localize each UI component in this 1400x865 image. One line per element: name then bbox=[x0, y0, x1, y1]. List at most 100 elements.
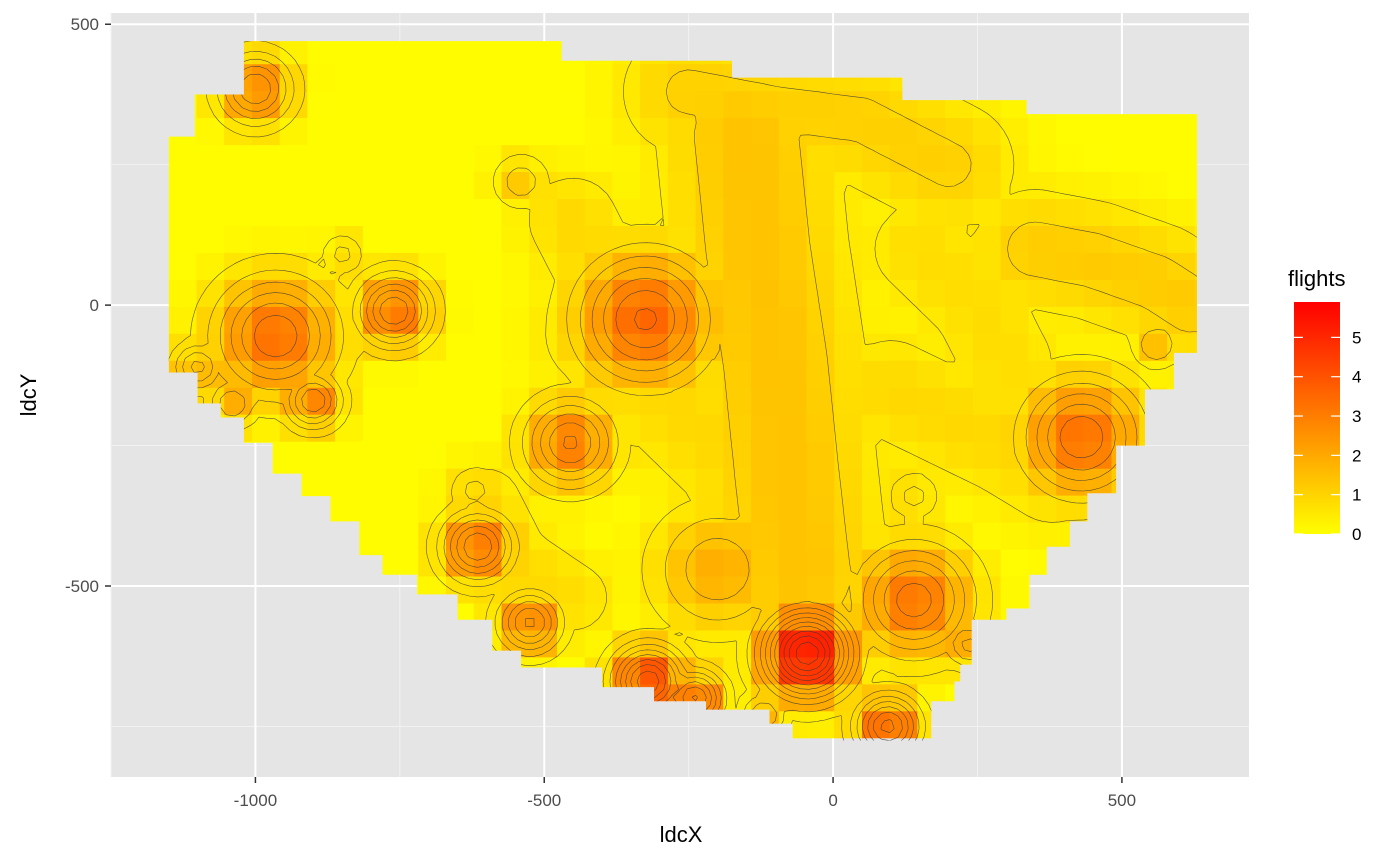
heatmap-cell bbox=[806, 117, 835, 146]
heatmap-cell bbox=[362, 495, 392, 523]
heatmap-cell bbox=[335, 63, 364, 92]
heatmap-cell bbox=[972, 414, 1002, 442]
heatmap-cell bbox=[834, 144, 863, 173]
heatmap-cell bbox=[862, 522, 891, 550]
heatmap-cell bbox=[723, 683, 752, 712]
heatmap-cell bbox=[723, 117, 752, 146]
heatmap-cell bbox=[612, 360, 641, 388]
heatmap-cell bbox=[224, 225, 253, 253]
heatmap-cell bbox=[1111, 171, 1140, 199]
heatmap-cell bbox=[529, 629, 558, 658]
heatmap-cell bbox=[751, 171, 780, 199]
heatmap-cell bbox=[834, 414, 863, 442]
heatmap-cell bbox=[1083, 360, 1113, 388]
heatmap-cell bbox=[279, 171, 308, 199]
heatmap-cell bbox=[695, 387, 724, 415]
y-tick-label: -500 bbox=[65, 577, 99, 596]
heatmap-cell bbox=[362, 117, 392, 146]
heatmap-cell bbox=[1167, 279, 1196, 307]
heatmap-cell bbox=[1111, 306, 1140, 334]
heatmap-cell bbox=[501, 333, 530, 361]
heatmap-cell bbox=[557, 495, 586, 523]
heatmap-cell bbox=[362, 225, 392, 253]
heatmap-cell bbox=[640, 225, 669, 253]
heatmap-cell bbox=[252, 414, 281, 442]
heatmap-cell bbox=[862, 360, 891, 388]
heatmap-cell bbox=[473, 144, 503, 173]
heatmap-cell bbox=[390, 495, 419, 523]
heatmap-cell bbox=[557, 198, 586, 226]
heatmap-cell bbox=[695, 63, 724, 92]
heatmap-cell bbox=[972, 198, 1002, 226]
heatmap-cell bbox=[640, 522, 669, 550]
heatmap-cell bbox=[584, 575, 613, 604]
heatmap-cell bbox=[473, 90, 503, 119]
heatmap-cell bbox=[862, 171, 891, 199]
heatmap-cell bbox=[473, 306, 503, 334]
heatmap-cell bbox=[640, 279, 669, 307]
heatmap-cell bbox=[335, 387, 364, 415]
heatmap-cell bbox=[834, 522, 863, 550]
heatmap-cell bbox=[723, 522, 752, 550]
heatmap-cell bbox=[1194, 279, 1197, 307]
heatmap-cell bbox=[612, 306, 641, 334]
heatmap-cell bbox=[446, 225, 475, 253]
heatmap-cell bbox=[640, 198, 669, 226]
x-tick-label: -500 bbox=[527, 791, 561, 810]
heatmap-cell bbox=[945, 495, 974, 523]
heatmap-cell bbox=[889, 117, 918, 146]
heatmap-cell bbox=[362, 171, 392, 199]
heatmap-cell bbox=[889, 387, 918, 415]
heatmap-cell bbox=[723, 360, 752, 388]
heatmap-cell bbox=[695, 522, 724, 550]
heatmap-cell bbox=[335, 360, 364, 388]
heatmap-cell bbox=[1167, 225, 1196, 253]
heatmap-cell bbox=[667, 656, 697, 685]
heatmap-cell bbox=[168, 171, 198, 199]
heatmap-cell bbox=[1194, 144, 1197, 173]
heatmap-cell bbox=[862, 468, 891, 496]
heatmap-cell bbox=[501, 575, 530, 604]
heatmap-cell bbox=[1028, 171, 1057, 199]
heatmap-cell bbox=[584, 198, 613, 226]
heatmap-cell bbox=[418, 522, 447, 550]
heatmap-cell bbox=[390, 468, 419, 496]
heatmap-cell bbox=[834, 225, 863, 253]
heatmap-cell bbox=[695, 414, 724, 442]
heatmap-cell bbox=[584, 63, 613, 92]
heatmap-cell bbox=[612, 522, 641, 550]
heatmap-cell bbox=[584, 629, 613, 658]
heatmap-cell bbox=[612, 468, 641, 496]
heatmap-cell bbox=[1194, 117, 1197, 146]
heatmap-cell bbox=[751, 441, 780, 469]
heatmap-cell bbox=[889, 522, 918, 550]
heatmap-cell bbox=[224, 198, 253, 226]
heatmap-cell bbox=[612, 602, 641, 631]
heatmap-cell bbox=[473, 575, 503, 604]
heatmap-cell bbox=[1028, 333, 1057, 361]
heatmap-cell bbox=[196, 144, 225, 173]
heatmap-cell bbox=[889, 575, 918, 604]
heatmap-cell bbox=[695, 225, 724, 253]
heatmap-cell bbox=[307, 63, 336, 92]
heatmap-cell bbox=[640, 548, 669, 577]
heatmap-cell bbox=[335, 171, 364, 199]
heatmap-cell bbox=[667, 441, 697, 469]
heatmap-cell bbox=[473, 63, 503, 92]
heatmap-cell bbox=[473, 414, 503, 442]
heatmap-cell bbox=[667, 522, 697, 550]
heatmap-cell bbox=[778, 144, 808, 173]
heatmap-cell bbox=[862, 198, 891, 226]
heatmap-cell bbox=[168, 306, 198, 334]
heatmap-cell bbox=[862, 252, 891, 280]
heatmap-cell bbox=[695, 575, 724, 604]
heatmap-cell bbox=[667, 225, 697, 253]
heatmap-cell bbox=[446, 360, 475, 388]
heatmap-cell bbox=[473, 387, 503, 415]
heatmap-cell bbox=[667, 171, 697, 199]
heatmap-cell bbox=[695, 144, 724, 173]
heatmap-cell bbox=[1028, 522, 1057, 550]
heatmap-cell bbox=[390, 333, 419, 361]
heatmap-cell bbox=[1111, 144, 1140, 173]
heatmap-cell bbox=[945, 548, 974, 577]
